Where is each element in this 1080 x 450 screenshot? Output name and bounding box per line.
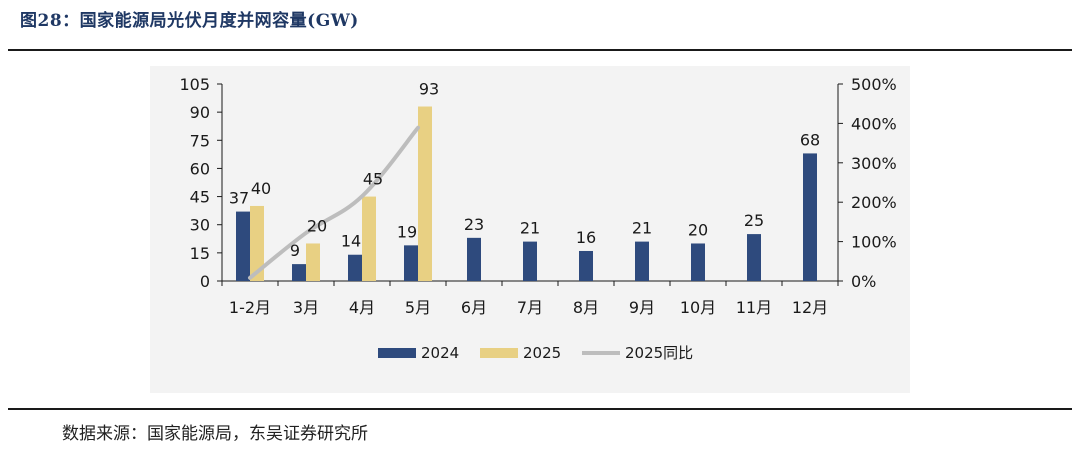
y-right-tick-label: 0%: [851, 272, 876, 291]
legend-label-yoy: 2025同比: [625, 344, 693, 362]
x-tick-label: 4月: [349, 298, 375, 317]
legend-label-2024: 2024: [421, 344, 459, 362]
bar-2025: [362, 196, 376, 281]
y-right-tick-label: 200%: [851, 193, 897, 212]
bottom-rule: [8, 408, 1072, 410]
data-label-2024: 21: [632, 219, 652, 238]
x-tick-label: 11月: [736, 298, 772, 317]
data-label-2025: 93: [419, 80, 439, 99]
y-left-tick-label: 45: [190, 188, 210, 207]
y-left-tick-label: 30: [190, 216, 210, 235]
data-label-2025: 20: [307, 216, 327, 235]
bar-2024: [467, 237, 481, 281]
y-left-tick-label: 90: [190, 103, 210, 122]
data-label-2024: 19: [397, 222, 417, 241]
legend-label-2025: 2025: [523, 344, 561, 362]
source-note: 数据来源：国家能源局，东吴证券研究所: [62, 424, 368, 444]
legend-swatch-2025: [480, 348, 518, 358]
y-right-tick-label: 100%: [851, 233, 897, 252]
bar-2024: [747, 234, 761, 281]
bar-2024: [803, 153, 817, 281]
data-label-2024: 20: [688, 220, 708, 239]
bar-2024: [523, 241, 537, 281]
bar-2025: [306, 243, 320, 281]
legend-swatch-2024: [378, 348, 416, 358]
legend: 2024 2025 2025同比: [378, 344, 693, 362]
bar-2024: [579, 250, 593, 281]
bar-2025: [250, 205, 264, 281]
y-left-tick-label: 15: [190, 244, 210, 263]
x-tick-label: 5月: [405, 298, 431, 317]
y-right-tick-label: 300%: [851, 154, 897, 173]
data-label-2024: 9: [290, 241, 300, 260]
bar-2024: [635, 241, 649, 281]
data-label-2024: 16: [576, 228, 596, 247]
bar-2024: [404, 245, 418, 281]
plot-background: [150, 66, 910, 393]
bar-2024: [691, 243, 705, 281]
bars: [236, 106, 817, 281]
x-tick-label: 3月: [293, 298, 319, 317]
y-left-tick-label: 0: [200, 272, 210, 291]
x-tick-label: 6月: [461, 298, 487, 317]
y-left-tick-label: 75: [190, 131, 210, 150]
yoy-line: [248, 125, 420, 280]
data-label-2025: 45: [363, 170, 383, 189]
bar-2024: [348, 254, 362, 281]
yoy-line-path: [248, 125, 420, 280]
figure-title: 图28：国家能源局光伏月度并网容量(GW): [20, 11, 359, 31]
data-label-2025: 40: [251, 179, 271, 198]
bar-2024: [236, 211, 250, 281]
axes: 0 15 30 45 60 75 90 105 0% 100% 200% 300% 400% 500% 1-…: [179, 75, 896, 317]
bar-2025: [418, 106, 432, 281]
data-label-2024: 25: [744, 211, 764, 230]
data-label-2024: 21: [520, 219, 540, 238]
x-tick-label: 10月: [680, 298, 716, 317]
y-right-tick-label: 400%: [851, 114, 897, 133]
x-tick-label: 12月: [792, 298, 828, 317]
x-tick-label: 7月: [517, 298, 543, 317]
data-label-2024: 14: [341, 232, 361, 251]
y-left-tick-label: 60: [190, 159, 210, 178]
data-label-2024: 23: [464, 215, 484, 234]
y-right-tick-label: 500%: [851, 75, 897, 94]
x-tick-label: 1-2月: [229, 298, 271, 317]
data-label-2024: 68: [800, 130, 820, 149]
x-tick-label: 9月: [629, 298, 655, 317]
bar-2024: [292, 264, 306, 281]
data-label-2024: 37: [229, 189, 249, 208]
y-left-tick-label: 105: [179, 75, 210, 94]
x-tick-label: 8月: [573, 298, 599, 317]
top-rule: [8, 49, 1072, 51]
